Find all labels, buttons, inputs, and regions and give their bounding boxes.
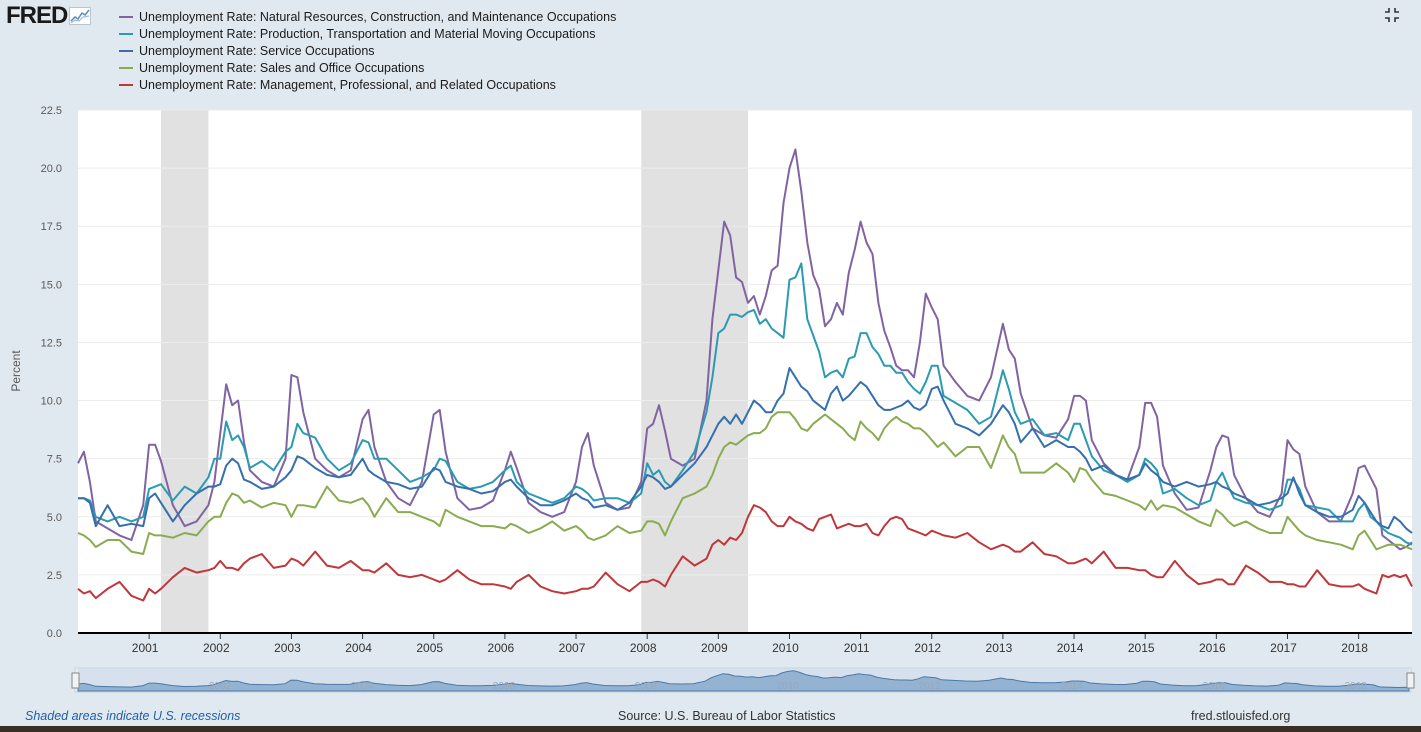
recession-band: [161, 110, 209, 633]
navigator-label: 2002: [209, 681, 232, 692]
legend-label: Unemployment Rate: Natural Resources, Co…: [139, 9, 617, 24]
y-tick-label: 10.0: [41, 396, 62, 408]
y-tick-label: 15.0: [41, 279, 62, 291]
legend-item-service[interactable]: Unemployment Rate: Service Occupations: [119, 42, 616, 59]
y-tick-label: 5.0: [47, 512, 62, 524]
source-text: Source: U.S. Bureau of Labor Statistics: [618, 709, 836, 723]
series-line-0: [77, 148, 1413, 551]
navigator-label: 2008: [635, 681, 658, 692]
legend-swatch: [119, 83, 133, 86]
legend-swatch: [119, 15, 133, 18]
legend-label: Unemployment Rate: Service Occupations: [139, 43, 375, 58]
x-tick-label: 2002: [203, 641, 230, 655]
y-tick-label: 12.5: [41, 337, 62, 349]
recession-shading: [161, 110, 748, 633]
bottom-border: [0, 726, 1421, 732]
x-tick-label: 2014: [1057, 641, 1084, 655]
x-tick-label: 2001: [132, 641, 159, 655]
x-tick-label: 2015: [1128, 641, 1155, 655]
x-tick-label: 2009: [701, 641, 728, 655]
series-line-1: [78, 262, 1413, 546]
y-tick-label: 2.5: [47, 570, 62, 582]
y-tick-label: 0.0: [47, 628, 62, 640]
x-tick-label: 2010: [772, 641, 799, 655]
legend-item-natural-resources[interactable]: Unemployment Rate: Natural Resources, Co…: [119, 8, 616, 25]
navigator-handle-right[interactable]: [1406, 672, 1415, 689]
collapse-icon[interactable]: [1384, 7, 1400, 23]
x-tick-label: 2007: [559, 641, 586, 655]
navigator-label: 2012: [919, 681, 942, 692]
y-tick-label: 20.0: [41, 163, 62, 175]
x-tick-label: 2017: [1270, 641, 1297, 655]
site-url: fred.stlouisfed.org: [1191, 709, 1291, 723]
x-tick-label: 2003: [274, 641, 301, 655]
series-line-4: [77, 504, 1413, 602]
legend-item-sales-office[interactable]: Unemployment Rate: Sales and Office Occu…: [119, 59, 616, 76]
x-tick-label: 2008: [630, 641, 657, 655]
x-tick-label: 2012: [914, 641, 941, 655]
legend-label: Unemployment Rate: Management, Professio…: [139, 77, 556, 92]
legend-swatch: [119, 32, 133, 35]
recession-band: [641, 110, 748, 633]
y-tick-label: 22.5: [41, 105, 62, 117]
legend-label: Unemployment Rate: Production, Transport…: [139, 26, 596, 41]
x-tick-label: 2006: [488, 641, 515, 655]
x-tick-label: 2018: [1341, 641, 1368, 655]
navigator-labels: 2002 2004 2006 2008 2010 2012 2014 2016 2018: [209, 681, 1367, 692]
navigator-label: 2010: [777, 681, 800, 692]
x-tick-label: 2005: [416, 641, 443, 655]
x-tick-label: 2016: [1199, 641, 1226, 655]
series-lines: [77, 148, 1413, 602]
navigator-area: [77, 670, 1410, 692]
x-axis-ticks: 2001 2002 2003 2004 2005 2006 2007 2008 2009 2010…: [132, 633, 1368, 655]
legend-label: Unemployment Rate: Sales and Office Occu…: [139, 60, 425, 75]
x-tick-label: 2004: [345, 641, 372, 655]
y-axis-label: Percent: [9, 350, 23, 392]
legend-item-production[interactable]: Unemployment Rate: Production, Transport…: [119, 25, 616, 42]
logo-text: FRED: [6, 2, 68, 29]
series-line-2: [78, 367, 1413, 534]
legend-swatch: [119, 66, 133, 69]
x-tick-label: 2011: [844, 641, 870, 655]
series-line-3: [77, 411, 1413, 555]
y-tick-label: 17.5: [41, 221, 62, 233]
legend-item-management[interactable]: Unemployment Rate: Management, Professio…: [119, 76, 616, 93]
navigator-handle-left[interactable]: [71, 672, 80, 689]
navigator-label: 2018: [1345, 681, 1368, 692]
navigator-label: 2014: [1061, 681, 1084, 692]
x-tick-label: 2013: [986, 641, 1013, 655]
y-axis-ticks: 0.0 2.5 5.0 7.5 10.0 12.5 15.0 17.5 20.0 22.5: [41, 105, 62, 640]
fred-logo[interactable]: FRED: [6, 2, 92, 30]
navigator-label: 2006: [493, 681, 516, 692]
logo-graph-icon: [69, 7, 92, 25]
y-tick-label: 7.5: [47, 454, 62, 466]
chart-legend: Unemployment Rate: Natural Resources, Co…: [119, 8, 616, 93]
recession-note-link[interactable]: Shaded areas indicate U.S. recessions: [25, 709, 241, 723]
legend-swatch: [119, 49, 133, 52]
navigator-label: 2016: [1203, 681, 1226, 692]
navigator-label: 2004: [351, 681, 374, 692]
